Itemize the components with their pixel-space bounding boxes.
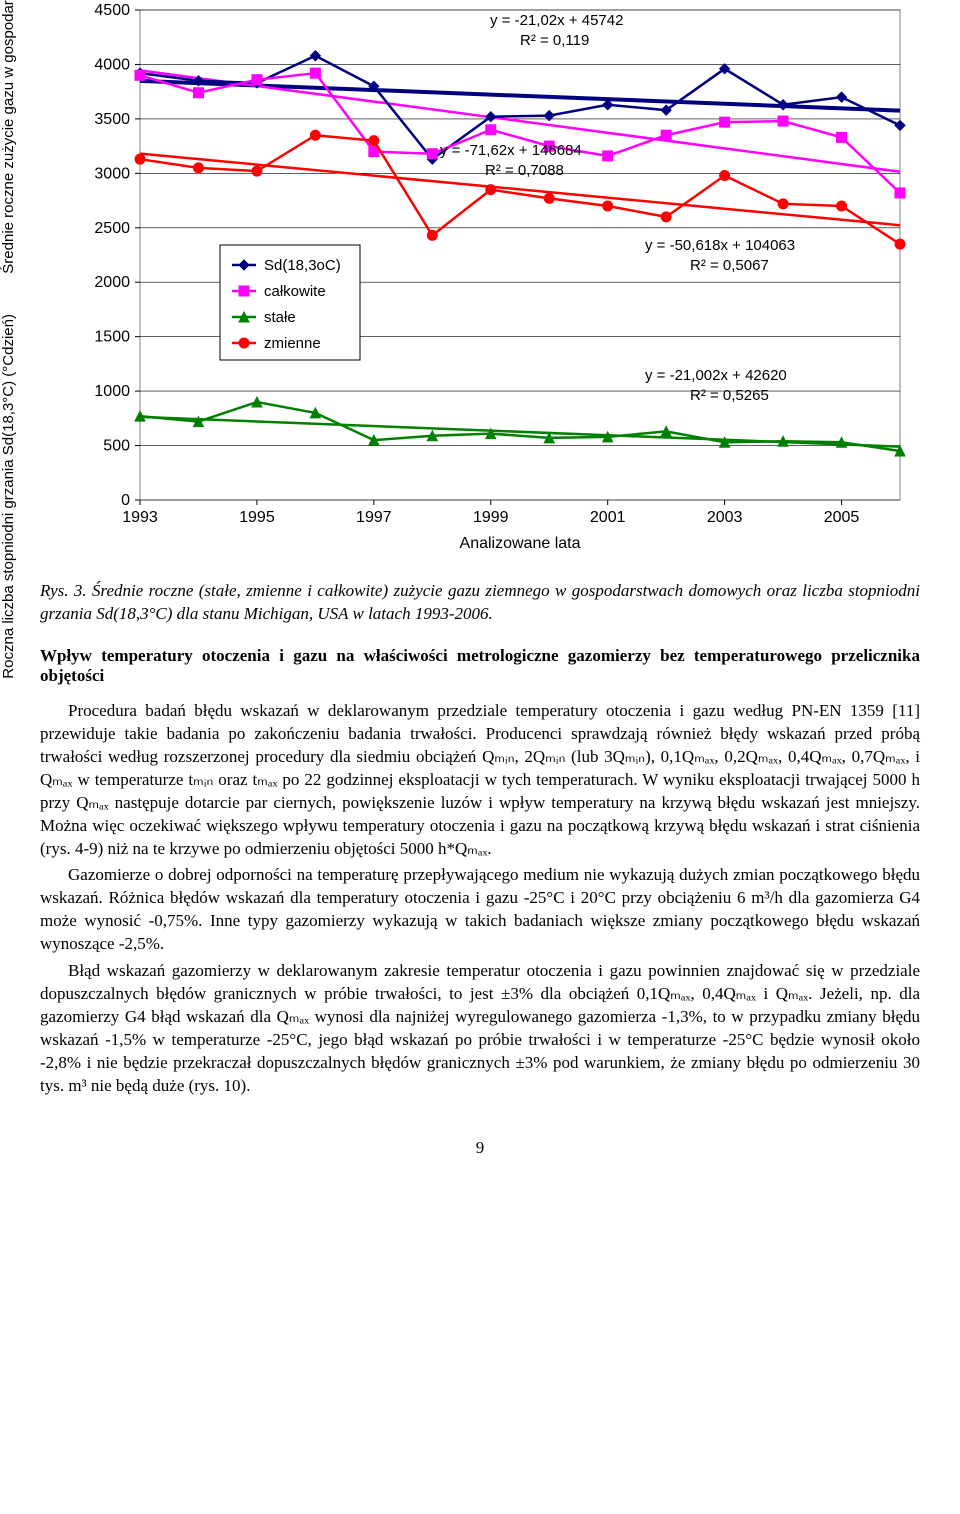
svg-text:R² = 0,5067: R² = 0,5067 <box>690 257 769 274</box>
svg-text:500: 500 <box>103 438 130 455</box>
caption-text: Średnie roczne (stałe, zmienne i całkowi… <box>40 581 920 623</box>
svg-text:4500: 4500 <box>94 2 130 19</box>
svg-text:y = -71,62x + 146684: y = -71,62x + 146684 <box>440 142 582 159</box>
svg-text:3000: 3000 <box>94 165 130 182</box>
svg-text:0: 0 <box>121 492 130 509</box>
svg-text:1995: 1995 <box>239 509 275 526</box>
svg-text:zmienne: zmienne <box>264 335 321 352</box>
svg-text:1000: 1000 <box>94 383 130 400</box>
section-title: Wpływ temperatury otoczenia i gazu na wł… <box>40 646 920 686</box>
svg-text:3500: 3500 <box>94 111 130 128</box>
paragraph-3: Błąd wskazań gazomierzy w deklarowanym z… <box>40 960 920 1098</box>
svg-text:y = -50,618x + 104063: y = -50,618x + 104063 <box>645 237 795 254</box>
svg-text:1500: 1500 <box>94 329 130 346</box>
caption-lead: Rys. 3. <box>40 581 87 600</box>
svg-text:Analizowane lata: Analizowane lata <box>460 535 581 552</box>
page-number: 9 <box>40 1138 920 1158</box>
svg-text:R² = 0,7088: R² = 0,7088 <box>485 162 564 179</box>
svg-text:R² = 0,119: R² = 0,119 <box>520 32 589 49</box>
paragraph-2: Gazomierze o dobrej odporności na temper… <box>40 864 920 956</box>
svg-text:4000: 4000 <box>94 56 130 73</box>
y-axis-title-2: Roczna liczba stopniodni grzania Sd(18,3… <box>0 314 28 679</box>
svg-text:2000: 2000 <box>94 274 130 291</box>
chart-container: Średnie roczne zużycie gazu w gospodarst… <box>40 0 920 560</box>
svg-text:y = -21,02x + 45742: y = -21,02x + 45742 <box>490 12 623 29</box>
svg-text:całkowite: całkowite <box>264 283 326 300</box>
y-axis-titles: Średnie roczne zużycie gazu w gospodarst… <box>0 0 28 500</box>
svg-text:1999: 1999 <box>473 509 509 526</box>
chart-svg: 0 500 1000 1500 2000 2500 3000 3500 4000 4500 1993… <box>40 0 920 560</box>
svg-text:2500: 2500 <box>94 220 130 237</box>
svg-text:y = -21,002x + 42620: y = -21,002x + 42620 <box>645 367 787 384</box>
svg-text:R² = 0,5265: R² = 0,5265 <box>690 387 769 404</box>
svg-text:1993: 1993 <box>122 509 158 526</box>
svg-text:2003: 2003 <box>707 509 743 526</box>
svg-text:Sd(18,3oC): Sd(18,3oC) <box>264 257 341 274</box>
y-axis-title-1: Średnie roczne zużycie gazu w gospodarst… <box>0 0 28 274</box>
paragraph-1: Procedura badań błędu wskazań w deklarow… <box>40 700 920 861</box>
svg-text:2001: 2001 <box>590 509 626 526</box>
svg-text:2005: 2005 <box>824 509 860 526</box>
svg-text:1997: 1997 <box>356 509 392 526</box>
svg-text:stałe: stałe <box>264 309 296 326</box>
figure-caption: Rys. 3. Średnie roczne (stałe, zmienne i… <box>40 580 920 626</box>
